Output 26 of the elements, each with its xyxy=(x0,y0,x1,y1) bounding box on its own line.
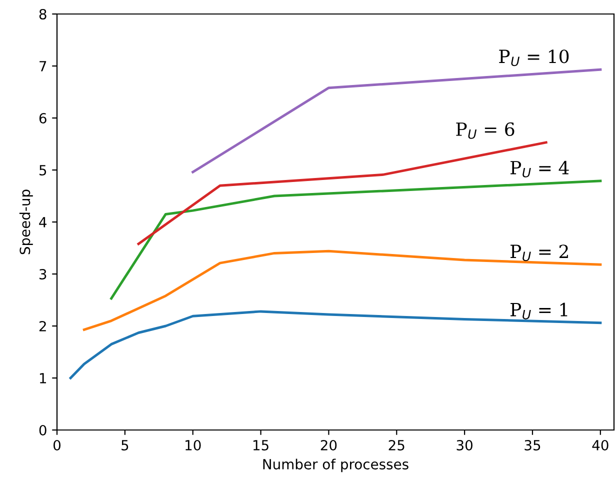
y-axis-title: Speed-up xyxy=(19,190,33,254)
line-series xyxy=(110,180,602,300)
y-tick-label: 1 xyxy=(40,373,46,384)
x-tick-label: 20 xyxy=(320,440,337,450)
y-tick-label: 5 xyxy=(40,165,46,176)
x-tick-label: 0 xyxy=(53,440,60,450)
y-tick-label: 0 xyxy=(39,424,46,436)
series-label: P$_{U}$ = 1 xyxy=(510,302,568,320)
x-tick-label: 10 xyxy=(186,440,201,450)
series-label: P$_{U}$ = 2 xyxy=(510,244,568,262)
y-tick-label: 6 xyxy=(39,112,46,124)
y-tick-label: 2 xyxy=(39,320,46,332)
y-tick-label: 7 xyxy=(40,61,46,72)
x-tick-label: 30 xyxy=(456,440,472,450)
x-tick-label: 15 xyxy=(253,440,268,450)
series-label: P$_{U}$ = 4 xyxy=(510,160,569,178)
y-tick-label: 4 xyxy=(39,217,46,228)
y-tick-label: 8 xyxy=(39,8,46,20)
x-tick-label: 5 xyxy=(122,440,128,450)
x-axis-title: Number of processes xyxy=(263,458,408,472)
series-label: P$_{U}$ = 10 xyxy=(499,50,569,66)
y-tick-label: 3 xyxy=(40,268,46,280)
x-tick-label: 35 xyxy=(524,440,540,450)
x-tick-label: 40 xyxy=(592,440,608,450)
x-tick-label: 25 xyxy=(388,440,404,450)
series-label: P$_{U}$ = 6 xyxy=(456,122,514,139)
